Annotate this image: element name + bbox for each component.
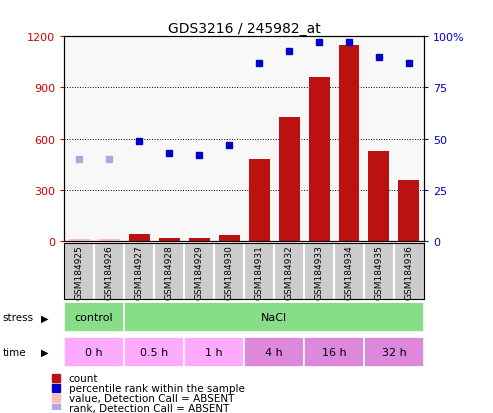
Bar	[124, 303, 424, 332]
Bar	[309, 78, 329, 242]
Bar	[218, 236, 240, 242]
Bar	[64, 303, 124, 332]
Text: GSM184929: GSM184929	[195, 244, 204, 299]
Text: 0.5 h: 0.5 h	[140, 347, 168, 357]
Text: time: time	[2, 347, 26, 357]
Bar	[368, 151, 389, 242]
Bar	[398, 180, 420, 242]
Bar	[129, 235, 149, 242]
Bar	[124, 337, 184, 367]
Text: GSM184932: GSM184932	[284, 244, 293, 299]
Text: 4 h: 4 h	[265, 347, 283, 357]
Bar	[244, 337, 304, 367]
Text: GSM184936: GSM184936	[404, 244, 414, 299]
Text: GSM184925: GSM184925	[74, 244, 84, 299]
Text: count: count	[69, 373, 98, 383]
Bar	[279, 117, 300, 242]
Bar	[364, 337, 424, 367]
Text: stress: stress	[2, 313, 34, 323]
Text: ▶: ▶	[41, 347, 48, 357]
Text: rank, Detection Call = ABSENT: rank, Detection Call = ABSENT	[69, 404, 229, 413]
Text: 32 h: 32 h	[382, 347, 406, 357]
Bar	[184, 337, 244, 367]
Text: GSM184928: GSM184928	[165, 244, 174, 299]
Text: ▶: ▶	[41, 313, 48, 323]
Text: GSM184926: GSM184926	[105, 244, 113, 299]
Bar	[159, 238, 179, 242]
Text: NaCl: NaCl	[261, 313, 287, 323]
Text: value, Detection Call = ABSENT: value, Detection Call = ABSENT	[69, 394, 234, 404]
Text: 1 h: 1 h	[205, 347, 223, 357]
Text: GSM184933: GSM184933	[315, 244, 323, 299]
Bar	[339, 46, 359, 242]
Bar	[99, 240, 120, 242]
Text: GSM184931: GSM184931	[254, 244, 264, 299]
Text: GSM184935: GSM184935	[375, 244, 384, 299]
Title: GDS3216 / 245982_at: GDS3216 / 245982_at	[168, 22, 320, 36]
Bar	[188, 238, 210, 242]
Bar	[304, 337, 364, 367]
Text: 0 h: 0 h	[85, 347, 103, 357]
Text: 16 h: 16 h	[322, 347, 346, 357]
Text: GSM184927: GSM184927	[135, 244, 143, 299]
Text: percentile rank within the sample: percentile rank within the sample	[69, 383, 245, 394]
Bar	[69, 240, 90, 242]
Bar	[248, 160, 270, 242]
Text: GSM184934: GSM184934	[345, 244, 353, 299]
Text: GSM184930: GSM184930	[224, 244, 234, 299]
Text: control: control	[75, 313, 113, 323]
Bar	[64, 337, 124, 367]
